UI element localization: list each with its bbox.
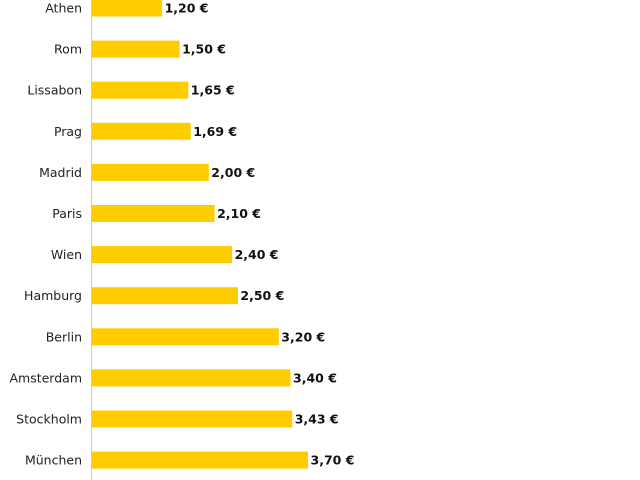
bar-wien bbox=[92, 246, 233, 264]
category-label: Hamburg bbox=[24, 288, 82, 303]
value-label: 1,65 € bbox=[191, 83, 235, 98]
bar-madrid bbox=[92, 163, 209, 181]
category-label: Prag bbox=[54, 124, 82, 139]
category-label: Stockholm bbox=[16, 412, 82, 427]
value-label: 3,43 € bbox=[295, 412, 339, 427]
bar-münchen bbox=[92, 451, 308, 469]
category-label: Paris bbox=[52, 206, 82, 221]
category-label: Berlin bbox=[46, 329, 82, 344]
category-label: Athen bbox=[45, 1, 82, 16]
bar-stockholm bbox=[92, 410, 293, 428]
category-labels-group: Athen Rom Lissabon Prag Madrid Paris Wien Hambu… bbox=[9, 1, 82, 468]
category-label: München bbox=[25, 453, 82, 468]
value-label: 3,40 € bbox=[293, 370, 337, 385]
category-label: Amsterdam bbox=[9, 370, 82, 385]
value-labels-group: 1,20 € 1,50 € 1,65 € 1,69 € 2,00 € 2,10 € 2,40… bbox=[165, 1, 355, 468]
bar-paris bbox=[92, 205, 215, 222]
value-label: 1,69 € bbox=[193, 124, 237, 139]
value-label: 2,50 € bbox=[240, 288, 284, 303]
value-label: 2,40 € bbox=[235, 247, 279, 262]
category-label: Wien bbox=[51, 247, 82, 262]
bar-rom bbox=[92, 40, 180, 58]
value-label: 1,20 € bbox=[165, 1, 209, 16]
category-label: Rom bbox=[54, 42, 82, 57]
value-label: 1,50 € bbox=[182, 42, 226, 57]
bar-amsterdam bbox=[92, 369, 291, 387]
value-label: 2,10 € bbox=[217, 206, 261, 221]
value-label: 3,70 € bbox=[311, 453, 355, 468]
bar-athen bbox=[92, 0, 163, 17]
value-label: 2,00 € bbox=[211, 165, 255, 180]
bars-group bbox=[92, 0, 308, 469]
bar-hamburg bbox=[92, 287, 238, 305]
bar-prag bbox=[92, 122, 191, 140]
category-label: Madrid bbox=[39, 165, 82, 180]
category-label: Lissabon bbox=[27, 83, 82, 98]
bar-lissabon bbox=[92, 81, 189, 99]
bar-berlin bbox=[92, 328, 279, 346]
value-label: 3,20 € bbox=[281, 329, 325, 344]
